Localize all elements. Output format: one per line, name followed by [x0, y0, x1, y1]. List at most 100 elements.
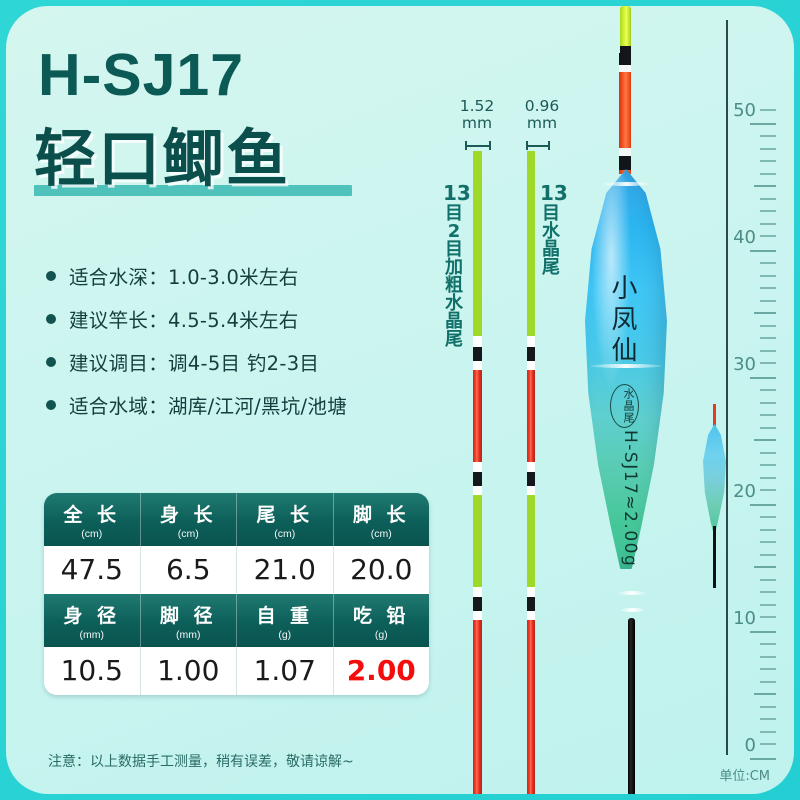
- list-item: 适合水深：1.0-3.0米左右: [46, 261, 466, 290]
- float-stem: [628, 618, 635, 794]
- bullet-dot-icon: [46, 313, 56, 324]
- header-unit: (g): [374, 629, 388, 641]
- float-tail-orange: [619, 64, 631, 174]
- product-model-title: H-SJ17: [38, 42, 245, 108]
- ruler-tick: [760, 109, 776, 111]
- table-cell: 1.07: [237, 647, 334, 695]
- list-item: 建议调目：调4-5目 钓2-3目: [46, 347, 466, 376]
- ruler-tick: [760, 148, 776, 150]
- ruler-label: 40: [733, 227, 756, 248]
- bullet-dot-icon: [46, 356, 56, 367]
- ruler-tick: [760, 489, 776, 491]
- header-label: 全 长: [63, 504, 121, 526]
- ruler-unit-label: 单位:CM: [719, 769, 770, 784]
- float-body-ring-low-1: [619, 591, 645, 595]
- list-item-label: 适合水深：1.0-3.0米左右: [69, 266, 299, 289]
- float-small-body: [703, 424, 726, 534]
- ruler-tick: [760, 235, 776, 237]
- ruler-tick: [760, 616, 776, 618]
- header-unit: (mm): [79, 629, 105, 641]
- spec-table: 全 长 (cm) 身 长 (cm) 尾 长 (cm) 脚 长 (cm) 47.5: [44, 493, 429, 695]
- tail-1-dimension: 1.52 mm: [446, 97, 508, 133]
- float-tail-band-dark-1: [620, 46, 631, 57]
- ruler-tick-major: [750, 250, 776, 252]
- ruler-tick: [760, 223, 776, 225]
- ruler-tick: [760, 743, 776, 745]
- ruler-tick: [760, 579, 776, 581]
- tail-1-description: 13 目2目加粗水晶尾: [443, 181, 471, 350]
- ruler-tick: [760, 591, 776, 593]
- ruler-tick: [760, 160, 776, 162]
- float-tail-band-white-2: [619, 148, 631, 156]
- table-cell: 6.5: [140, 546, 237, 594]
- ruler-tick: [760, 427, 776, 429]
- ruler: 50 40 30: [712, 20, 786, 784]
- page-title: 轻口鲫鱼: [34, 122, 291, 195]
- tail-1-dim-unit: mm: [461, 114, 493, 133]
- disclaimer-note: 注意：以上数据手工测量，稍有误差，敬请谅解~: [48, 754, 354, 770]
- ruler-tick: [760, 275, 776, 277]
- ruler-tick: [760, 135, 776, 137]
- ruler-tick: [760, 516, 776, 518]
- tail-2-dim-unit: mm: [526, 114, 558, 133]
- ruler-tick: [760, 643, 776, 645]
- float-body-ring-low-2: [621, 608, 644, 612]
- tail-1-dim-bar: [465, 141, 491, 150]
- table-header-cell: 全 长 (cm): [44, 493, 141, 546]
- tail-1-dim-value: 1.52: [459, 97, 495, 115]
- ruler-tick-major: [754, 312, 776, 314]
- header-unit: (cm): [370, 528, 392, 540]
- header-unit: (mm): [176, 629, 201, 641]
- tail-2-desc: 目水晶尾: [542, 203, 560, 278]
- table-header-cell: 自 重 (g): [237, 594, 334, 647]
- ruler-tick: [760, 210, 776, 212]
- feature-list: 适合水深：1.0-3.0米左右 建议竿长：4.5-5.4米左右 建议调目：调4-…: [46, 261, 466, 433]
- header-label: 吃 铅: [352, 605, 410, 627]
- list-item: 建议竿长：4.5-5.4米左右: [46, 304, 466, 333]
- table-cell: 1.00: [140, 647, 237, 695]
- header-label: 脚 长: [352, 504, 410, 526]
- table-cell: 20.0: [333, 546, 429, 594]
- ruler-tick: [760, 452, 776, 454]
- ruler-tick: [760, 668, 776, 670]
- list-item: 适合水域：湖库/江河/黑坑/池塘: [46, 390, 466, 419]
- header-unit: (cm): [274, 528, 296, 540]
- table-header-cell: 尾 长 (cm): [237, 493, 334, 546]
- ruler-tick: [760, 198, 776, 200]
- ruler-tick-major: [754, 439, 776, 441]
- ruler-tick: [760, 414, 776, 416]
- ruler-tick: [760, 604, 776, 606]
- tail-2-count: 13: [540, 181, 568, 205]
- table-header-row: 全 长 (cm) 身 长 (cm) 尾 长 (cm) 脚 长 (cm): [44, 493, 429, 546]
- ruler-tick: [760, 300, 776, 302]
- ruler-tick: [760, 529, 776, 531]
- tail-2-dim-value: 0.96: [524, 97, 560, 115]
- table-cell-highlight: 2.00: [333, 647, 429, 695]
- tail-1-desc: 目2目加粗水晶尾: [445, 203, 463, 350]
- header-label: 身 径: [63, 605, 121, 627]
- table-header-cell: 脚 径 (mm): [140, 594, 237, 647]
- float-tail-top: [620, 6, 631, 84]
- ruler-tick: [760, 718, 776, 720]
- ruler-tick-major: [754, 185, 776, 187]
- ruler-tick: [760, 731, 776, 733]
- tail-2-dimension: 0.96 mm: [511, 97, 573, 133]
- tail-rod-1-green-zones: [473, 151, 482, 794]
- table-header-cell: 身 径 (mm): [44, 594, 141, 647]
- float-tail-band-black-1: [619, 53, 631, 65]
- table-header-cell: 脚 长 (cm): [333, 493, 429, 546]
- ruler-tick-major: [750, 504, 776, 506]
- float-brand-name: 小凤仙: [607, 274, 637, 367]
- bullet-dot-icon: [46, 399, 56, 410]
- float-badge-label: 水晶尾: [622, 388, 634, 424]
- float-badge: [610, 384, 639, 428]
- header-unit: (g): [278, 629, 292, 641]
- float-small-stem: [713, 526, 716, 588]
- ruler-tick: [760, 173, 776, 175]
- tail-2-description: 13 目水晶尾: [540, 181, 568, 278]
- ruler-tick-major: [754, 693, 776, 695]
- tail-rod-2-green-zones: [527, 151, 535, 794]
- ruler-tick-major: [750, 758, 776, 760]
- list-item-label: 适合水域：湖库/江河/黑坑/池塘: [69, 395, 348, 418]
